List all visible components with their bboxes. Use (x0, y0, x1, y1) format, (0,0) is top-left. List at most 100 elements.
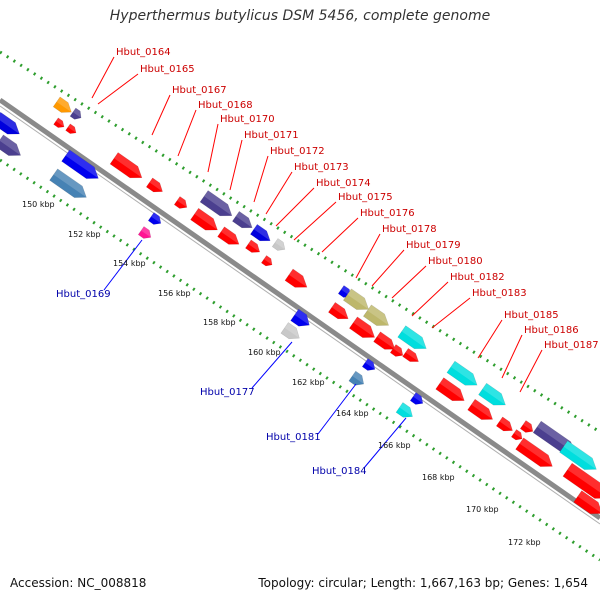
gene-label: Hbut_0184 (312, 466, 367, 477)
topology-summary: Topology: circular; Length: 1,667,163 bp… (258, 576, 588, 590)
gene-feature-arrow (559, 440, 597, 470)
gene-feature-shade (563, 440, 597, 470)
gene-feature-shade (284, 322, 300, 339)
gene-feature-arrow (137, 226, 152, 239)
tick-label: 170 kbp (466, 505, 499, 514)
gene-label: Hbut_0179 (406, 240, 461, 251)
tick-label: 154 kbp (113, 259, 146, 268)
gene-feature-shade (353, 316, 375, 338)
position-tick-labels: 150 kbp 152 kbp 154 kbp 156 kbp 158 kbp 160 k… (22, 200, 541, 547)
gene-feature-arrow (435, 377, 465, 401)
gene-feature-shade (471, 399, 493, 420)
gene-feature-shade (401, 325, 427, 349)
label-leader-line (431, 297, 471, 329)
gene-feature-shade (253, 224, 271, 241)
gene-feature-arrow (245, 239, 261, 253)
gene-feature-arrow (478, 382, 506, 406)
gene-feature-shade (149, 177, 163, 192)
gene-feature-shade (413, 392, 423, 404)
gene-feature-shade (177, 196, 187, 208)
gene-feature-arrow (409, 392, 424, 405)
forward-gene-labels: Hbut_0164 Hbut_0165 Hbut_0167 Hbut_0168 Hbut… (91, 47, 599, 393)
gene-feature-arrow (515, 437, 553, 467)
gene-feature-arrow (397, 325, 427, 349)
gene-feature-shade (55, 117, 65, 127)
gene-feature-shade (0, 112, 20, 135)
gene-feature-shade (263, 255, 273, 265)
gene-label: Hbut_0186 (524, 325, 579, 336)
gene-feature-shade (248, 239, 260, 253)
tick-label: 164 kbp (336, 409, 369, 418)
gene-feature-arrow (495, 416, 513, 432)
gene-feature-arrow (373, 331, 396, 350)
label-leader-line (151, 94, 171, 136)
gene-feature-shade (235, 211, 253, 228)
tick-label: 158 kbp (203, 318, 236, 327)
gene-feature-shade (523, 420, 533, 432)
gene-feature-arrow (290, 308, 310, 327)
reverse-strand-features (0, 111, 424, 418)
gene-feature-shade (352, 371, 364, 385)
gene-label: Hbut_0181 (266, 432, 321, 443)
gene-feature-shade (577, 490, 600, 514)
gene-feature-shade (519, 437, 553, 467)
map-title: Hyperthermus butylicus DSM 5456, complet… (109, 8, 491, 24)
forward-strand-features (52, 96, 600, 514)
gene-feature-arrow (53, 117, 65, 128)
gene-feature-arrow (362, 304, 390, 326)
tick-label: 168 kbp (422, 473, 455, 482)
gene-feature-arrow (510, 429, 523, 441)
gene-feature-arrow (260, 255, 273, 267)
gene-label: Hbut_0180 (428, 256, 483, 267)
gene-feature-arrow (342, 288, 370, 310)
backbone-line (0, 97, 600, 521)
label-leader-line (253, 155, 269, 203)
gene-feature-shade (376, 331, 396, 350)
gene-feature-arrow (271, 238, 286, 251)
gene-feature-arrow (52, 96, 72, 113)
accession-text: Accession: NC_008818 (10, 576, 147, 590)
gene-feature-shade (220, 226, 240, 245)
gene-feature-shade (53, 168, 87, 198)
gene-feature-arrow (0, 111, 20, 135)
label-leader-line (501, 334, 523, 379)
label-leader-line (103, 239, 143, 291)
label-leader-line (207, 123, 219, 173)
inner-dotted-track (0, 158, 600, 562)
gene-feature-shade (204, 190, 232, 216)
gene-feature-shade (567, 463, 600, 499)
gene-feature-arrow (389, 344, 404, 357)
label-leader-line (371, 249, 405, 287)
gene-feature-shade (151, 212, 161, 224)
gene-feature-arrow (250, 224, 271, 242)
label-leader-line (363, 417, 407, 469)
gene-feature-arrow (69, 107, 82, 120)
gene-feature-arrow (49, 168, 87, 198)
gene-label: Hbut_0165 (140, 64, 195, 75)
gene-feature-arrow (217, 226, 240, 245)
gene-feature-arrow (147, 212, 162, 225)
gene-label: Hbut_0175 (338, 192, 393, 203)
label-leader-line (519, 349, 543, 393)
gene-label: Hbut_0167 (172, 85, 227, 96)
gene-feature-shade (367, 304, 389, 326)
gene-feature-arrow (348, 370, 365, 386)
gene-feature-arrow (173, 196, 188, 209)
gene-feature-arrow (61, 149, 99, 179)
gene-label: Hbut_0182 (450, 272, 505, 283)
label-leader-line (275, 187, 315, 227)
label-leader-line (265, 171, 293, 215)
tick-label: 150 kbp (22, 200, 55, 209)
gene-label: Hbut_0187 (544, 340, 599, 351)
reverse-gene-labels: Hbut_0169 Hbut_0177 Hbut_0181 Hbut_0184 (56, 239, 407, 477)
gene-label: Hbut_0178 (382, 224, 437, 235)
label-leader-line (91, 56, 115, 99)
gene-feature-arrow (328, 302, 349, 320)
gene-feature-arrow (65, 123, 77, 134)
tick-label: 162 kbp (292, 378, 325, 387)
gene-label: Hbut_0170 (220, 114, 275, 125)
gene-feature-shade (67, 123, 77, 133)
label-leader-line (97, 73, 139, 105)
gene-feature-shade (365, 358, 375, 370)
tick-label: 166 kbp (378, 441, 411, 450)
